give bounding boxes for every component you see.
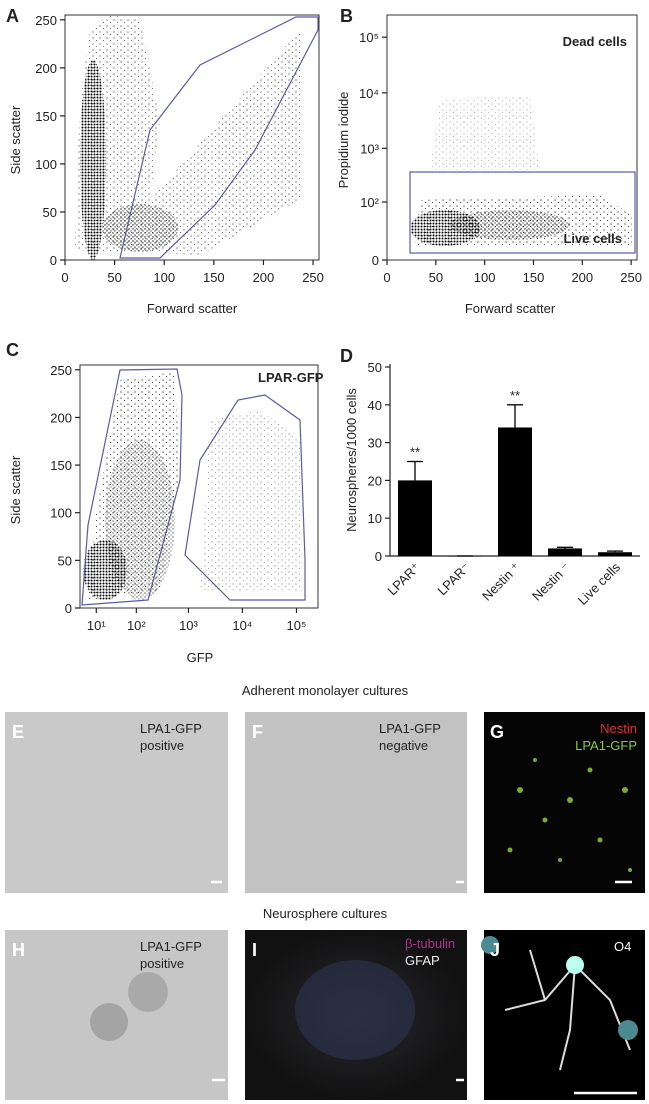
panel-letter: B <box>340 6 353 26</box>
gate <box>409 171 636 254</box>
y-tick-label: 10⁵ <box>359 30 379 45</box>
panel-letter: E <box>12 722 24 742</box>
x-axis-label: GFP <box>187 650 214 665</box>
y-tick-label: 0 <box>50 253 57 268</box>
x-tick-label: 250 <box>620 270 642 285</box>
image-label: positive <box>140 738 184 753</box>
y-tick-label: 10² <box>360 195 379 210</box>
y-tick-label: 50 <box>58 553 72 568</box>
scatter-cloud <box>410 95 632 246</box>
y-tick-label: 10 <box>368 511 382 526</box>
x-tick-label: Nestin ⁻ <box>529 560 573 604</box>
y-tick-label: 50 <box>368 360 382 375</box>
y-tick-label: 50 <box>43 205 57 220</box>
x-tick-label: 100 <box>153 270 175 285</box>
x-tick-label: 10¹ <box>87 618 106 633</box>
image-label: GFAP <box>405 953 440 968</box>
y-tick-label: 200 <box>35 61 57 76</box>
y-tick-label: 20 <box>368 473 382 488</box>
x-tick-label: 150 <box>203 270 225 285</box>
x-tick-label: LPAR⁺ <box>384 560 423 599</box>
x-tick-label: 250 <box>302 270 324 285</box>
y-tick-label: 250 <box>50 363 72 378</box>
panel-letter: H <box>12 940 25 960</box>
y-axis-label: Side scatter <box>8 455 23 524</box>
y-tick-label: 100 <box>35 157 57 172</box>
y-axis-label: Neurospheres/1000 cells <box>344 388 359 532</box>
panel-letter: I <box>252 940 257 960</box>
significance: ** <box>510 388 520 403</box>
y-tick-label: 250 <box>35 13 57 28</box>
bar <box>498 427 532 556</box>
plot-frame <box>386 14 638 261</box>
x-axis-label: Forward scatter <box>147 301 238 316</box>
image-label: LPA1-GFP <box>140 939 202 954</box>
x-tick-label: 10² <box>127 618 146 633</box>
x-tick-label: LPAR⁻ <box>434 560 473 599</box>
x-tick-label: 50 <box>107 270 121 285</box>
image-label: positive <box>140 956 184 971</box>
image-label: LPA1-GFP <box>575 738 637 753</box>
y-tick-label: 150 <box>50 458 72 473</box>
x-tick-label: 10⁵ <box>287 618 307 633</box>
x-tick-label: 10⁴ <box>232 618 252 633</box>
x-tick-label: Nestin ⁺ <box>479 560 523 604</box>
y-tick-label: 150 <box>35 109 57 124</box>
panel-letter: J <box>490 940 500 960</box>
plot-frame <box>79 364 319 609</box>
y-tick-label: 10³ <box>360 141 379 156</box>
image-label: Nestin <box>600 721 637 736</box>
x-tick-label: 200 <box>571 270 593 285</box>
annotation: Dead cells <box>563 34 627 49</box>
image-label: LPA1-GFP <box>379 721 441 736</box>
panel-letter: F <box>252 722 263 742</box>
x-tick-label: 50 <box>429 270 443 285</box>
gate <box>184 394 306 601</box>
x-tick-label: Live cells <box>575 559 624 608</box>
panel-letter: A <box>6 6 19 26</box>
y-tick-label: 200 <box>50 410 72 425</box>
y-tick-label: 100 <box>50 506 72 521</box>
y-axis-label: Propidium iodide <box>336 92 351 189</box>
section-title: Adherent monolayer cultures <box>242 683 409 698</box>
panel-letter: C <box>6 340 19 360</box>
scatter-cloud <box>75 15 300 260</box>
y-tick-label: 10⁴ <box>359 86 379 101</box>
scatter-cloud <box>83 372 300 600</box>
bar <box>398 480 432 556</box>
bar <box>548 548 582 556</box>
x-tick-label: 10³ <box>179 618 198 633</box>
significance: ** <box>410 445 420 460</box>
y-tick-label: 0 <box>375 549 382 564</box>
image-label: O4 <box>614 939 631 954</box>
y-tick-label: 0 <box>372 253 379 268</box>
y-tick-label: 0 <box>65 601 72 616</box>
image-panel <box>5 712 645 1100</box>
gate <box>119 16 319 259</box>
image-label: β-tubulin <box>405 936 455 951</box>
plot-frame <box>64 14 320 261</box>
x-tick-label: 200 <box>253 270 275 285</box>
x-tick-label: 150 <box>523 270 545 285</box>
x-tick-label: 0 <box>61 270 68 285</box>
bar <box>598 552 632 556</box>
section-title: Neurosphere cultures <box>263 906 388 921</box>
x-tick-label: 100 <box>474 270 496 285</box>
annotation: Live cells <box>563 231 622 246</box>
gate <box>81 368 183 606</box>
x-axis-label: Forward scatter <box>465 301 556 316</box>
image-label: LPA1-GFP <box>140 721 202 736</box>
x-tick-label: 0 <box>383 270 390 285</box>
panel-letter: G <box>490 722 504 742</box>
image-label: negative <box>379 738 428 753</box>
y-axis-label: Side scatter <box>8 105 23 174</box>
annotation: LPAR-GFP <box>258 370 324 385</box>
y-tick-label: 30 <box>368 436 382 451</box>
y-tick-label: 40 <box>368 398 382 413</box>
panel-letter: D <box>340 346 353 366</box>
